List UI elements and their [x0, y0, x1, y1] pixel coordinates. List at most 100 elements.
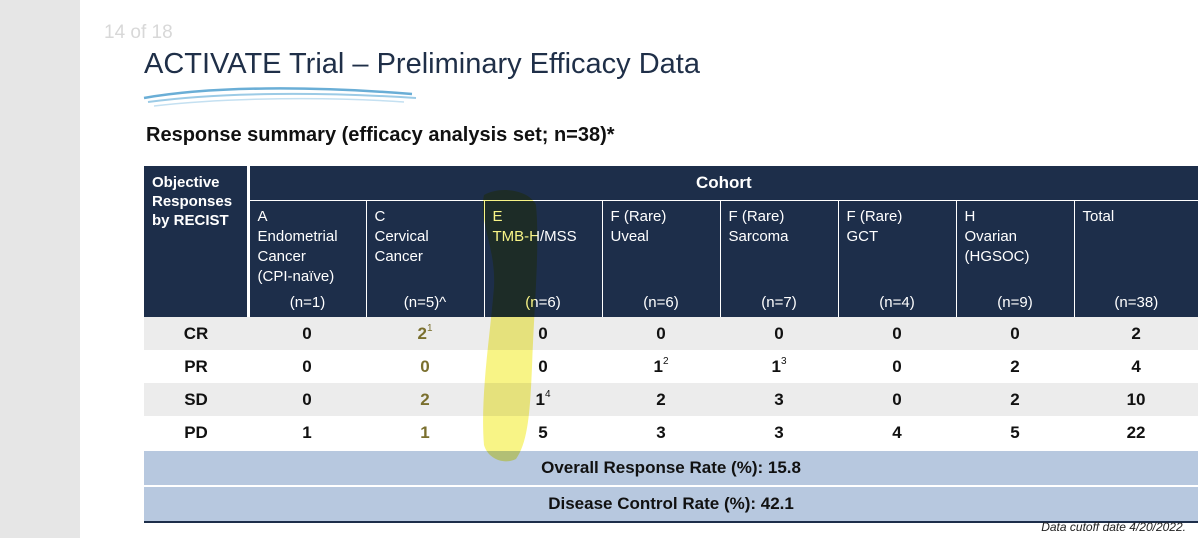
- cell-value: 2: [420, 389, 430, 409]
- cell-value: 0: [538, 323, 548, 343]
- table-cell: 5: [484, 416, 602, 450]
- table-cell: 10: [1074, 383, 1199, 416]
- table-cell: 2: [956, 383, 1074, 416]
- table-cell: 4: [838, 416, 956, 450]
- cohort-name: E TMB-H/MSS: [492, 208, 577, 245]
- cell-value: 2: [1010, 356, 1020, 376]
- cohort-name: A Endometrial Cancer (CPI-naïve): [257, 208, 338, 285]
- cohort-column-header: H Ovarian (HGSOC) (n=9): [955, 200, 1074, 317]
- footnote-marker: 2: [662, 355, 669, 367]
- cohort-n: (n=7): [761, 294, 797, 311]
- cell-value: 2: [1131, 323, 1141, 343]
- cell-value: 1: [771, 356, 781, 376]
- table-cell: 0: [838, 383, 956, 416]
- cell-value: 0: [774, 323, 784, 343]
- cohort-name: Total: [1082, 208, 1115, 225]
- cell-value: 4: [892, 422, 902, 442]
- cohort-column-header: F (Rare) Sarcoma (n=7): [719, 200, 838, 317]
- cell-value: 1: [302, 422, 312, 442]
- cohort-column-header: E TMB-H/MSS (n=6): [483, 200, 602, 317]
- cell-value: 4: [1131, 356, 1141, 376]
- table-cell: 2: [366, 383, 484, 416]
- table-cell: 0: [366, 350, 484, 383]
- cell-value: 5: [1010, 422, 1020, 442]
- cell-value: 0: [420, 356, 430, 376]
- cell-value: 1: [535, 389, 545, 409]
- cell-value: 0: [302, 389, 312, 409]
- cell-value: 1: [420, 422, 430, 442]
- cell-value: 2: [417, 323, 427, 343]
- left-panel: [0, 0, 80, 538]
- table-cell: 2: [956, 350, 1074, 383]
- cohort-name: F (Rare) Sarcoma: [728, 208, 789, 245]
- table-cell: 22: [1074, 416, 1199, 450]
- table-cell: 2: [1074, 317, 1199, 350]
- cell-value: 0: [892, 389, 902, 409]
- cohort-column-header: F (Rare) Uveal (n=6): [601, 200, 720, 317]
- cohort-n: (n=6): [643, 294, 679, 311]
- response-category: CR: [144, 317, 248, 350]
- slide: 14 of 18 ACTIVATE Trial – Preliminary Ef…: [80, 0, 1200, 538]
- page-counter: 14 of 18: [104, 22, 173, 43]
- cell-value: 10: [1126, 389, 1146, 409]
- data-cutoff-note: Data cutoff date 4/20/2022.: [1041, 520, 1186, 534]
- cell-value: 0: [656, 323, 666, 343]
- cell-value: 22: [1126, 422, 1146, 442]
- cohort-name: H Ovarian (HGSOC): [964, 208, 1030, 265]
- table-cell: 0: [602, 317, 720, 350]
- table-cell: 3: [720, 383, 838, 416]
- cohort-n: (n=38): [1114, 294, 1159, 311]
- cohort-column-header: F (Rare) GCT (n=4): [837, 200, 956, 317]
- title-swoosh-decoration: [143, 87, 417, 107]
- summary-text: Disease Control Rate (%): 42.1: [144, 485, 1199, 523]
- cell-value: 0: [302, 356, 312, 376]
- cell-value: 0: [538, 356, 548, 376]
- table-cell: 12: [602, 350, 720, 383]
- table-cell: 0: [248, 383, 366, 416]
- row-header-label: Objective Responses by RECIST: [144, 166, 250, 317]
- efficacy-table: Objective Responses by RECIST Cohort A E…: [144, 166, 1199, 523]
- cell-value: 0: [302, 323, 312, 343]
- cohort-name: F (Rare) Uveal: [610, 208, 667, 245]
- footnote-marker: 4: [544, 388, 551, 400]
- cohort-n: (n=5)^: [403, 294, 447, 311]
- table-cell: 1: [248, 416, 366, 450]
- cohort-n: (n=6): [525, 294, 561, 311]
- table-cell: 3: [602, 416, 720, 450]
- table-cell: 0: [248, 317, 366, 350]
- table-caption: Response summary (efficacy analysis set;…: [146, 124, 615, 146]
- table-cell: 0: [720, 317, 838, 350]
- cell-value: 1: [653, 356, 663, 376]
- cell-value: 2: [656, 389, 666, 409]
- table-cell: 0: [248, 350, 366, 383]
- cell-value: 5: [538, 422, 548, 442]
- table-row: CR 0 21 0 0 0 0 0 2: [144, 317, 1199, 350]
- table-cell: 4: [1074, 350, 1199, 383]
- table-cell: 0: [956, 317, 1074, 350]
- response-category: PR: [144, 350, 248, 383]
- table-cell: 1: [366, 416, 484, 450]
- footnote-marker: 3: [780, 355, 787, 367]
- cohort-name: C Cervical Cancer: [374, 208, 429, 265]
- table-cell: 5: [956, 416, 1074, 450]
- cell-value: 2: [1010, 389, 1020, 409]
- cohort-n: (n=4): [879, 294, 915, 311]
- cohort-name: F (Rare) GCT: [846, 208, 903, 245]
- cohort-column-header: A Endometrial Cancer (CPI-naïve) (n=1): [248, 201, 366, 318]
- cohort-column-header: Total (n=38): [1073, 200, 1199, 317]
- cohort-n: (n=9): [997, 294, 1033, 311]
- response-category: SD: [144, 383, 248, 416]
- summary-row: Overall Response Rate (%): 15.8: [144, 449, 1199, 486]
- cohort-n: (n=1): [289, 294, 326, 311]
- cell-value: 0: [892, 356, 902, 376]
- cohort-header: Cohort: [248, 166, 1199, 201]
- table-cell: 21: [366, 317, 484, 350]
- table-cell: 0: [484, 317, 602, 350]
- cell-value: 3: [774, 389, 784, 409]
- cell-value: 0: [1010, 323, 1020, 343]
- table-row: PR 0 0 0 12 13 0 2 4: [144, 350, 1199, 383]
- cell-value: 3: [656, 422, 666, 442]
- response-category: PD: [144, 416, 248, 450]
- table-cell: 13: [720, 350, 838, 383]
- table-cell: 0: [484, 350, 602, 383]
